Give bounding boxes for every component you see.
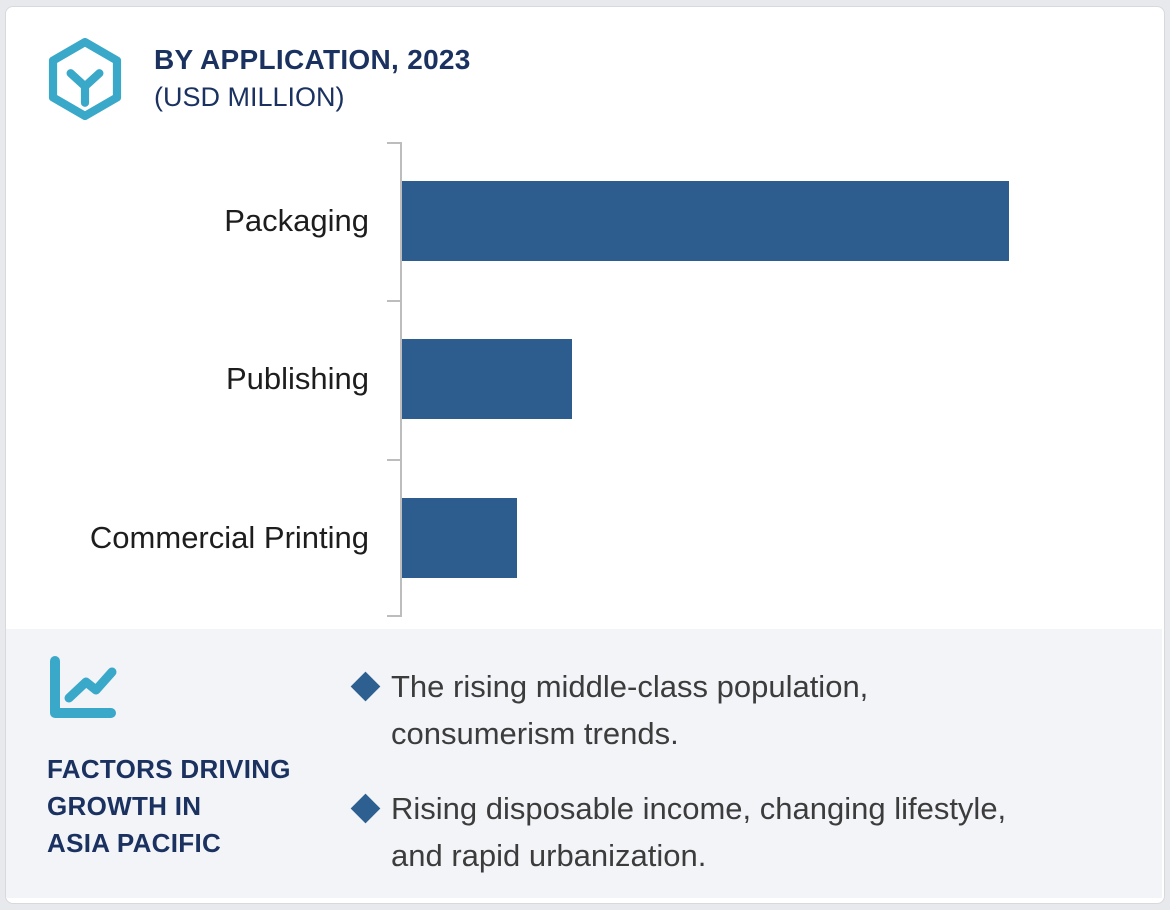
axis-tick bbox=[387, 300, 400, 303]
factor-text: The rising middle-class population, cons… bbox=[391, 669, 869, 751]
factor-item: The rising middle-class population, cons… bbox=[350, 663, 1140, 757]
category-label-commercial-printing: Commercial Printing bbox=[89, 519, 369, 555]
factors-heading: FACTORS DRIVING GROWTH IN ASIA PACIFIC bbox=[47, 754, 291, 858]
chart-title: BY APPLICATION, 2023 bbox=[154, 44, 471, 75]
category-label-packaging: Packaging bbox=[224, 203, 369, 239]
diamond-bullet-icon bbox=[350, 663, 380, 710]
bar-packaging bbox=[402, 181, 1009, 262]
factors-bullet-list: The rising middle-class population, cons… bbox=[350, 663, 1140, 903]
diamond-bullet-icon bbox=[350, 785, 380, 832]
bar-chart: Packaging Publishing Commercial Printing bbox=[6, 7, 1164, 903]
line-chart-icon bbox=[50, 656, 117, 718]
axis-tick bbox=[387, 458, 400, 461]
axis-tick bbox=[387, 614, 400, 617]
factor-text: Rising disposable income, changing lifes… bbox=[391, 791, 1007, 873]
category-label-publishing: Publishing bbox=[225, 361, 369, 397]
bar-publishing bbox=[402, 339, 572, 420]
factor-item: Rising disposable income, changing lifes… bbox=[350, 785, 1140, 879]
hexagon-cube-logo-icon bbox=[48, 38, 122, 120]
factors-panel: FACTORS DRIVING GROWTH IN ASIA PACIFIC T… bbox=[6, 629, 1162, 898]
infographic-card: BY APPLICATION, 2023 (USD MILLION) Packa… bbox=[5, 6, 1165, 904]
chart-title-block: BY APPLICATION, 2023 (USD MILLION) bbox=[154, 44, 471, 113]
y-axis-line bbox=[400, 142, 402, 617]
axis-tick bbox=[387, 142, 400, 144]
chart-header: BY APPLICATION, 2023 (USD MILLION) bbox=[44, 38, 471, 120]
chart-subtitle: (USD MILLION) bbox=[154, 82, 345, 112]
bar-commercial-printing bbox=[402, 497, 518, 578]
